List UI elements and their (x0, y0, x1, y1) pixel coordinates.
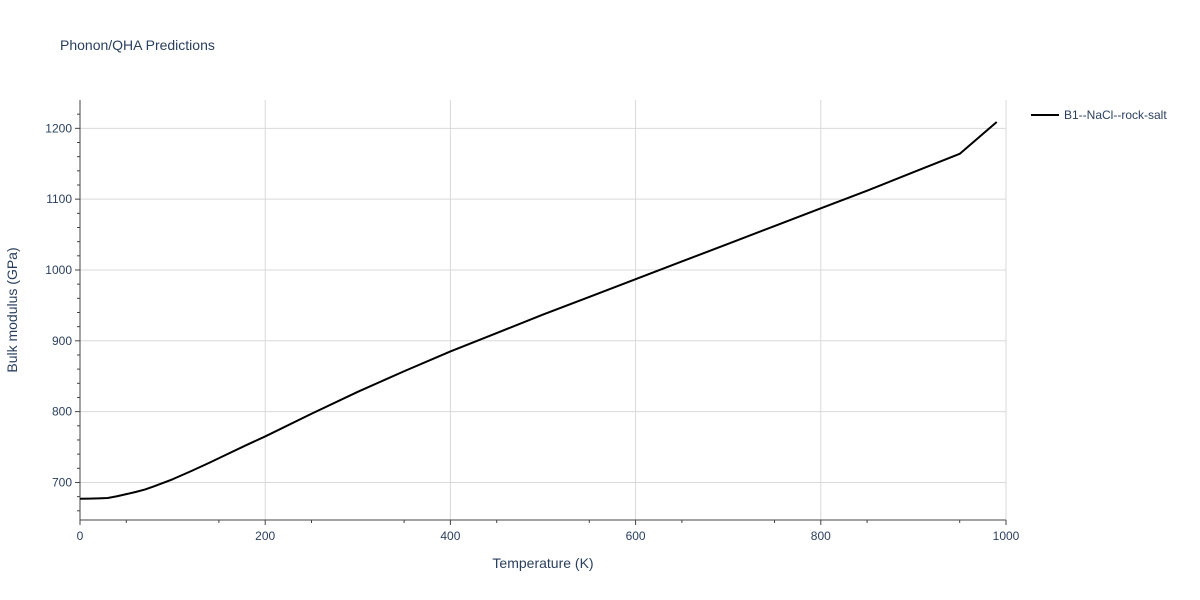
y-tick-label: 1200 (45, 121, 72, 135)
x-axis-title: Temperature (K) (492, 555, 593, 571)
x-tick-label: 200 (255, 529, 275, 543)
grid-layer (80, 100, 1007, 520)
y-tick-label: 1100 (46, 192, 72, 206)
x-tick-label: 0 (77, 529, 84, 543)
axes-layer: 0 200 400 600 800 1000 700 800 900 1000 1100 1200 (45, 100, 1020, 543)
chart-title: Phonon/QHA Predictions (60, 37, 215, 53)
x-tick-label: 600 (626, 529, 646, 543)
series-layer (79, 121, 998, 500)
y-tick-label: 900 (52, 334, 72, 348)
y-tick-label: 1000 (45, 263, 72, 277)
y-axis-title: Bulk modulus (GPa) (4, 247, 20, 372)
series-line (79, 121, 998, 500)
legend[interactable]: B1--NaCl--rock-salt (1031, 108, 1167, 122)
x-tick-label: 400 (440, 529, 460, 543)
legend-label: B1--NaCl--rock-salt (1064, 108, 1167, 122)
x-tick-label: 1000 (993, 529, 1020, 543)
x-tick-label: 800 (811, 529, 831, 543)
y-tick-label: 700 (52, 475, 72, 489)
y-tick-label: 800 (52, 405, 72, 419)
